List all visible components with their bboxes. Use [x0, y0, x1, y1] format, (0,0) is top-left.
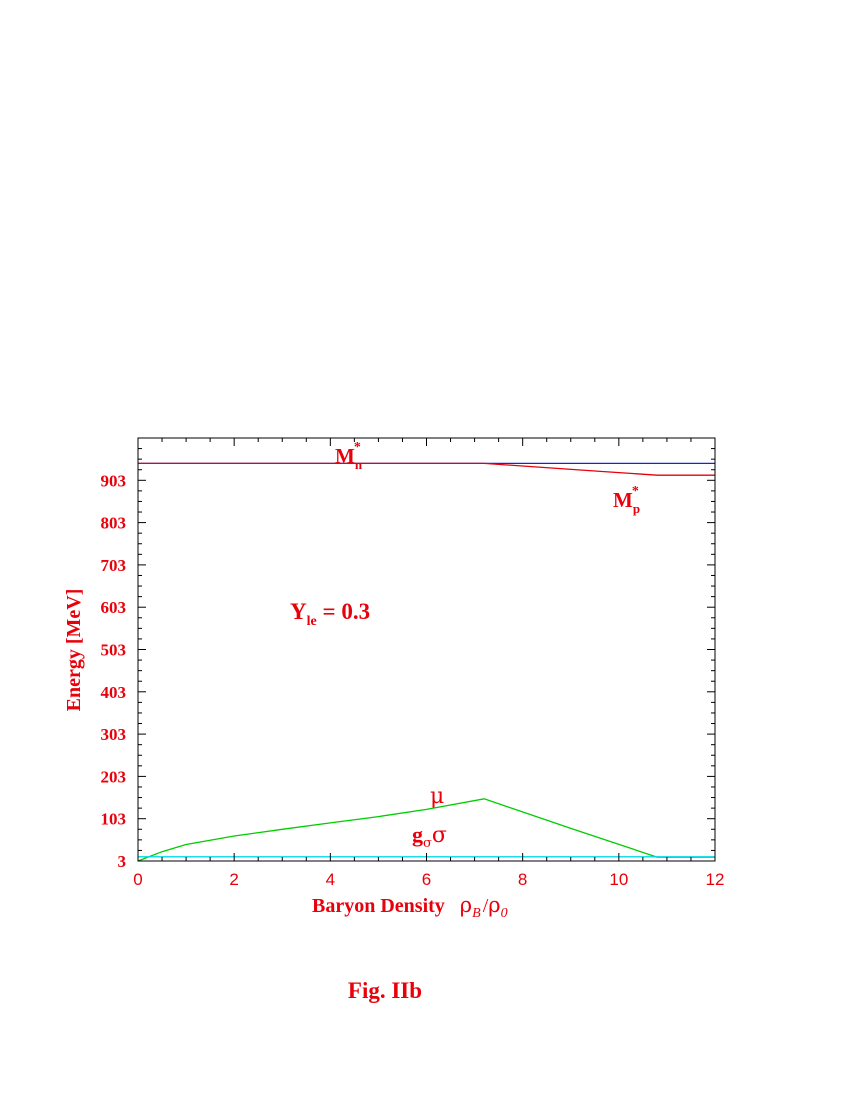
- yle-annotation: Yle = 0.3: [290, 599, 370, 629]
- y-tick-label: 503: [101, 641, 127, 660]
- y-tick-label: 803: [101, 514, 127, 533]
- figure-caption: Fig. IIb: [347, 978, 423, 1003]
- gsigma-g: g: [412, 822, 423, 847]
- mp-m: M: [613, 488, 633, 512]
- yle-y: Y: [290, 599, 307, 624]
- mp-star: *: [632, 484, 639, 499]
- y-tick-label: 3: [118, 852, 127, 871]
- mu-label: μ: [430, 784, 444, 809]
- y-tick-label: 703: [101, 556, 127, 575]
- y-tick-label: 203: [101, 767, 127, 786]
- yle-rest: = 0.3: [317, 599, 370, 624]
- mp-sub: p: [633, 501, 640, 516]
- ticks-layer: 3 103 203 303 403 503 603 703 803 903 0 2 4 6 8 10 12: [101, 437, 725, 889]
- y-axis-title: Energy [MeV]: [63, 589, 85, 712]
- x-tick-label: 6: [422, 870, 431, 889]
- series-line-1: [138, 462, 715, 476]
- x-tick-label: 4: [326, 870, 335, 889]
- x-axis-sub-0: 0: [501, 906, 508, 921]
- x-axis-sub-b: B: [472, 906, 481, 921]
- x-axis-title: Baryon Density ρB/ρ0: [312, 893, 508, 921]
- mp-label: M* p: [613, 484, 640, 516]
- y-tick-label: 903: [101, 471, 127, 490]
- mn-star: *: [354, 440, 361, 455]
- x-tick-label: 12: [706, 870, 725, 889]
- y-tick-label: 303: [101, 725, 127, 744]
- gsigma-sub: σ: [423, 836, 432, 851]
- x-tick-label: 8: [518, 870, 527, 889]
- x-axis-rho-b: ρ: [460, 893, 472, 917]
- y-tick-label: 103: [101, 810, 127, 829]
- x-axis-rho-0: ρ: [488, 893, 500, 917]
- x-tick-label: 0: [133, 870, 142, 889]
- x-tick-label: 10: [609, 870, 628, 889]
- mn-m: M: [335, 444, 355, 468]
- mn-label: M* n: [335, 440, 363, 472]
- series-layer: [137, 462, 715, 862]
- y-tick-label: 603: [101, 598, 127, 617]
- series-line-2: [137, 798, 715, 862]
- mn-sub: n: [355, 457, 363, 472]
- x-axis-slash: /: [483, 895, 489, 917]
- y-tick-label: 403: [101, 683, 127, 702]
- yle-sub: le: [307, 614, 317, 629]
- x-tick-label: 2: [229, 870, 238, 889]
- x-axis-title-text: Baryon Density: [312, 895, 445, 917]
- gsigma-sigma: σ: [432, 823, 447, 848]
- gsigma-label: gσσ: [412, 822, 447, 851]
